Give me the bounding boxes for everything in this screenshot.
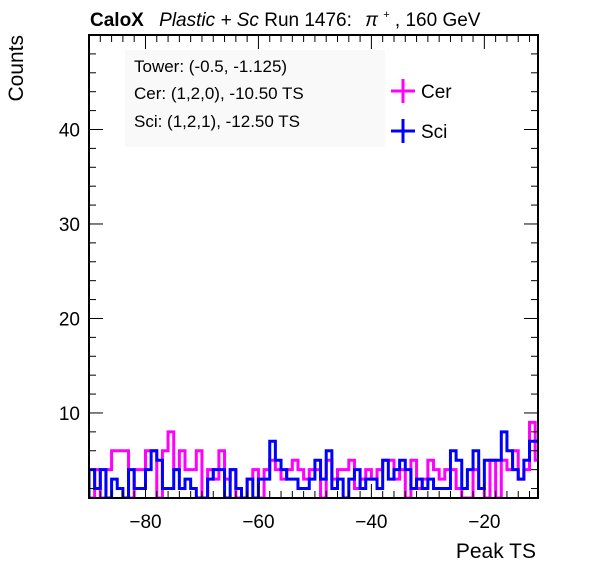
y-tick-label: 30: [59, 215, 80, 236]
histogram-sci: [89, 430, 538, 498]
info-tower: Tower: (-0.5, -1.125): [134, 57, 287, 76]
x-tick-label: −60: [242, 512, 274, 533]
legend-entry-cer: Cer: [391, 79, 452, 103]
axes-group: −80 −60 −40 −20 10 20 30 40: [59, 34, 539, 533]
chart-title: CaloX Plastic + Sc Run 1476: π + , 160 G…: [90, 2, 481, 31]
plot-frame: [88, 34, 539, 499]
info-sci: Sci: (1,2,1), -12.50 TS: [134, 112, 300, 131]
title-charge: +: [383, 9, 389, 21]
x-axis-label: Peak TS: [456, 540, 536, 563]
info-panel-background: [125, 50, 385, 147]
x-tick-label: −20: [468, 512, 500, 533]
y-tick-label: 10: [59, 404, 80, 425]
legend-entry-sci: Sci: [391, 119, 447, 143]
info-cer: Cer: (1,2,0), -10.50 TS: [134, 84, 304, 103]
y-tick-label: 20: [59, 309, 80, 330]
legend-cer-label: Cer: [421, 82, 452, 103]
info-panel: Tower: (-0.5, -1.125) Cer: (1,2,0), -10.…: [125, 50, 385, 147]
title-particle: π: [365, 10, 379, 31]
legend-sci-label: Sci: [421, 122, 447, 143]
y-tick-label: 40: [59, 120, 80, 141]
title-energy: , 160 GeV: [395, 10, 481, 31]
title-calox: CaloX: [90, 10, 144, 31]
x-tick-label: −80: [129, 512, 161, 533]
legend: Cer Sci: [391, 79, 452, 143]
title-run: Run 1476:: [264, 10, 352, 31]
plot-series-group: [89, 420, 538, 498]
y-axis-label: Counts: [5, 35, 28, 102]
histogram-cer: [89, 420, 538, 498]
title-plastic: Plastic + Sc: [159, 10, 259, 31]
x-tick-label: −40: [355, 512, 387, 533]
